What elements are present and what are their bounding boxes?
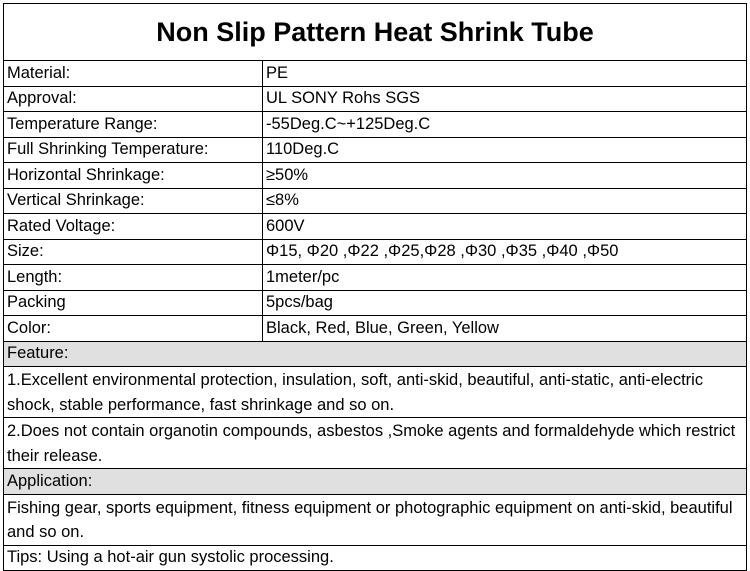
- table-row: Horizontal Shrinkage: ≥50%: [3, 162, 747, 189]
- table-row: Packing 5pcs/bag: [3, 289, 747, 316]
- table-row: Approval: UL SONY Rohs SGS: [3, 85, 747, 112]
- spec-value: 5pcs/bag: [262, 289, 747, 316]
- table-row: Color: Black, Red, Blue, Green, Yellow: [3, 315, 747, 342]
- table-row: Rated Voltage: 600V: [3, 213, 747, 240]
- table-row: Application:: [3, 468, 747, 495]
- table-row: Feature:: [3, 340, 747, 367]
- spec-value: UL SONY Rohs SGS: [262, 85, 747, 112]
- spec-value: ≥50%: [262, 162, 747, 189]
- spec-value: 110Deg.C: [262, 136, 747, 163]
- table-row: Full Shrinking Temperature: 110Deg.C: [3, 136, 747, 163]
- spec-value: Black, Red, Blue, Green, Yellow: [262, 315, 747, 342]
- spec-table: Non Slip Pattern Heat Shrink Tube Materi…: [3, 3, 747, 571]
- spec-label: Horizontal Shrinkage:: [3, 162, 263, 189]
- section-heading: Application:: [3, 468, 747, 495]
- table-row: Vertical Shrinkage: ≤8%: [3, 187, 747, 214]
- spec-label: Size:: [3, 238, 263, 265]
- table-row: Fishing gear, sports equipment, fitness …: [3, 493, 747, 546]
- spec-label: Approval:: [3, 85, 263, 112]
- spec-value: 600V: [262, 213, 747, 240]
- spec-value: Φ15, Φ20 ,Φ22 ,Φ25,Φ28 ,Φ30 ,Φ35 ,Φ40 ,Φ…: [262, 238, 747, 265]
- feature-item: 1.Excellent environmental protection, in…: [3, 366, 747, 418]
- spec-label: Vertical Shrinkage:: [3, 187, 263, 214]
- spec-label: Length:: [3, 264, 263, 291]
- spec-label: Color:: [3, 315, 263, 342]
- table-row: Length: 1meter/pc: [3, 264, 747, 291]
- table-row: Size: Φ15, Φ20 ,Φ22 ,Φ25,Φ28 ,Φ30 ,Φ35 ,Φ…: [3, 238, 747, 265]
- table-row: Material: PE: [3, 60, 747, 87]
- table-row: 1.Excellent environmental protection, in…: [3, 366, 747, 418]
- feature-item: 2.Does not contain organotin compounds, …: [3, 417, 747, 469]
- table-row: 2.Does not contain organotin compounds, …: [3, 417, 747, 469]
- application-text: Fishing gear, sports equipment, fitness …: [3, 493, 747, 546]
- title: Non Slip Pattern Heat Shrink Tube: [3, 3, 747, 61]
- spec-value: -55Deg.C~+125Deg.C: [262, 111, 747, 138]
- table-row: Temperature Range: -55Deg.C~+125Deg.C: [3, 111, 747, 138]
- spec-label: Rated Voltage:: [3, 213, 263, 240]
- spec-value: 1meter/pc: [262, 264, 747, 291]
- spec-label: Material:: [3, 60, 263, 87]
- tips: Tips: Using a hot-air gun systolic proce…: [3, 544, 747, 571]
- spec-label: Packing: [3, 289, 263, 316]
- spec-label: Temperature Range:: [3, 111, 263, 138]
- spec-value: ≤8%: [262, 187, 747, 214]
- spec-label: Full Shrinking Temperature:: [3, 136, 263, 163]
- spec-value: PE: [262, 60, 747, 87]
- section-heading: Feature:: [3, 340, 747, 367]
- table-row: Tips: Using a hot-air gun systolic proce…: [3, 544, 747, 571]
